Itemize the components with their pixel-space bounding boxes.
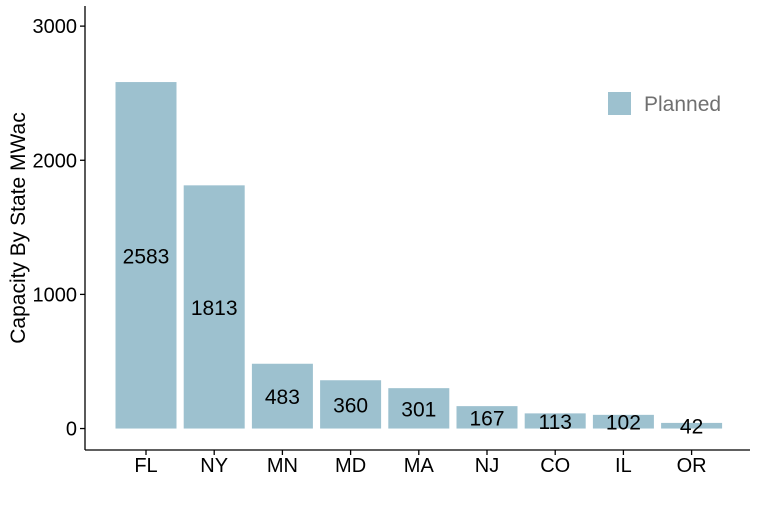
data-label-co: 113	[538, 411, 571, 434]
y-axis-title: Capacity By State MWac	[7, 112, 30, 343]
y-tick-label-2000: 2000	[33, 150, 78, 172]
bar-nj	[456, 406, 518, 429]
x-tick-label-fl: FL	[134, 455, 157, 477]
y-tick-label-3000: 3000	[33, 16, 78, 38]
bars-group	[115, 82, 723, 429]
data-label-or: 42	[680, 416, 703, 439]
data-label-fl: 2583	[123, 245, 170, 268]
x-tick-label-mn: MN	[267, 455, 298, 477]
data-labels-group: 2583 1813 483 360 301 167 113 102 42	[123, 245, 704, 438]
data-label-nj: 167	[469, 407, 504, 430]
bar-co	[524, 413, 586, 429]
bar-ma	[388, 388, 450, 429]
bar-md	[320, 380, 382, 429]
bar-ny	[183, 185, 245, 429]
bar-or	[661, 422, 723, 429]
y-tick-label-1000: 1000	[33, 284, 78, 306]
legend-swatch-planned	[608, 92, 631, 115]
bar-fl	[115, 82, 177, 429]
x-ticks-group: FL NY MN MD MA NJ CO IL OR	[134, 450, 707, 477]
x-tick-label-md: MD	[335, 455, 366, 477]
x-tick-label-or: OR	[677, 455, 707, 477]
legend-label-planned: Planned	[644, 93, 721, 116]
x-tick-label-ma: MA	[404, 455, 435, 477]
x-tick-label-co: CO	[540, 455, 570, 477]
bar-il	[592, 414, 654, 429]
data-label-il: 102	[606, 412, 641, 435]
data-label-md: 360	[333, 394, 368, 417]
y-tick-label-0: 0	[66, 419, 77, 441]
data-label-mn: 483	[265, 386, 300, 409]
x-tick-label-nj: NJ	[475, 455, 499, 477]
x-tick-label-il: IL	[615, 455, 632, 477]
data-label-ma: 301	[401, 398, 436, 421]
y-ticks-group: 0 1000 2000 3000	[33, 16, 85, 441]
bar-mn	[251, 363, 313, 429]
data-label-ny: 1813	[191, 297, 238, 320]
legend: Planned	[608, 92, 721, 116]
x-tick-label-ny: NY	[200, 455, 228, 477]
